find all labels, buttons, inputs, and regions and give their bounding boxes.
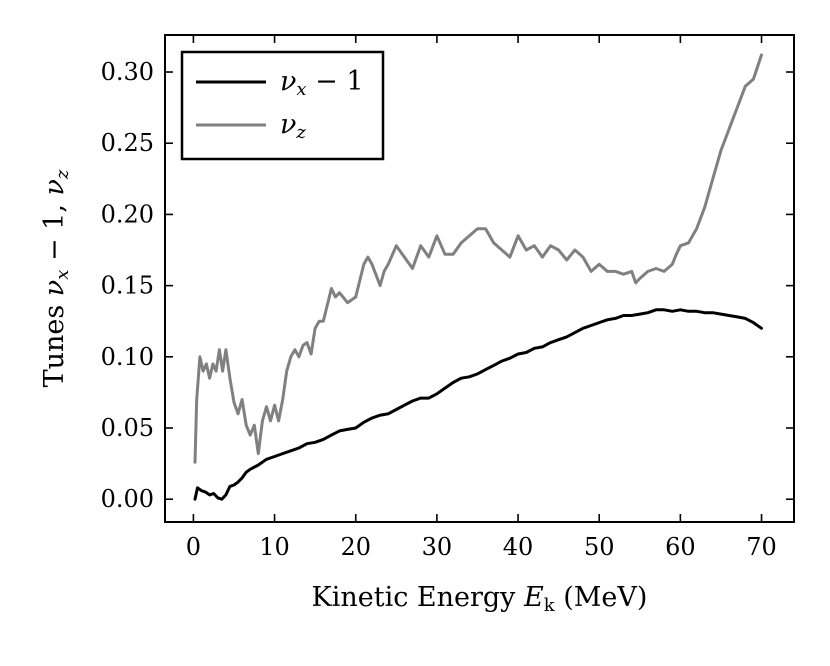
- y-tick-label: 0.05: [101, 414, 154, 442]
- y-tick-label: 0.30: [101, 58, 154, 86]
- y-tick-label: 0.25: [101, 129, 154, 157]
- series-line-nu-x: [193, 308, 763, 501]
- legend-label-nu-x: νx − 1: [280, 66, 364, 100]
- x-tick-label: 50: [584, 533, 615, 561]
- y-tick-label: 0.10: [101, 343, 154, 371]
- x-tick-label: 40: [503, 533, 534, 561]
- legend-box: [180, 50, 385, 161]
- plot-area: [193, 53, 763, 501]
- x-tick-label: 10: [259, 533, 290, 561]
- y-axis-title: Tunes νx − 1, νz: [39, 169, 73, 387]
- y-tick-label: 0.00: [101, 485, 154, 513]
- series-line-nu-z: [193, 53, 763, 464]
- y-tick-label: 0.15: [101, 272, 154, 300]
- x-tick-label: 30: [422, 533, 453, 561]
- x-tick-label: 60: [665, 533, 696, 561]
- x-axis-title: Kinetic Energy Ek (MeV): [312, 582, 648, 616]
- x-tick-label: 0: [186, 533, 201, 561]
- axes-frame: [164, 34, 795, 523]
- x-tick-label: 70: [746, 533, 777, 561]
- legend: νx − 1 νz: [180, 50, 385, 161]
- axis-ticks: 0 10 20 30 40 50 60 70 0.00 0.05 0.10 0.15 0.20 0.25 0…: [101, 35, 794, 561]
- legend-label-nu-z: νz: [280, 109, 306, 143]
- y-tick-label: 0.20: [101, 200, 154, 228]
- x-tick-label: 20: [340, 533, 371, 561]
